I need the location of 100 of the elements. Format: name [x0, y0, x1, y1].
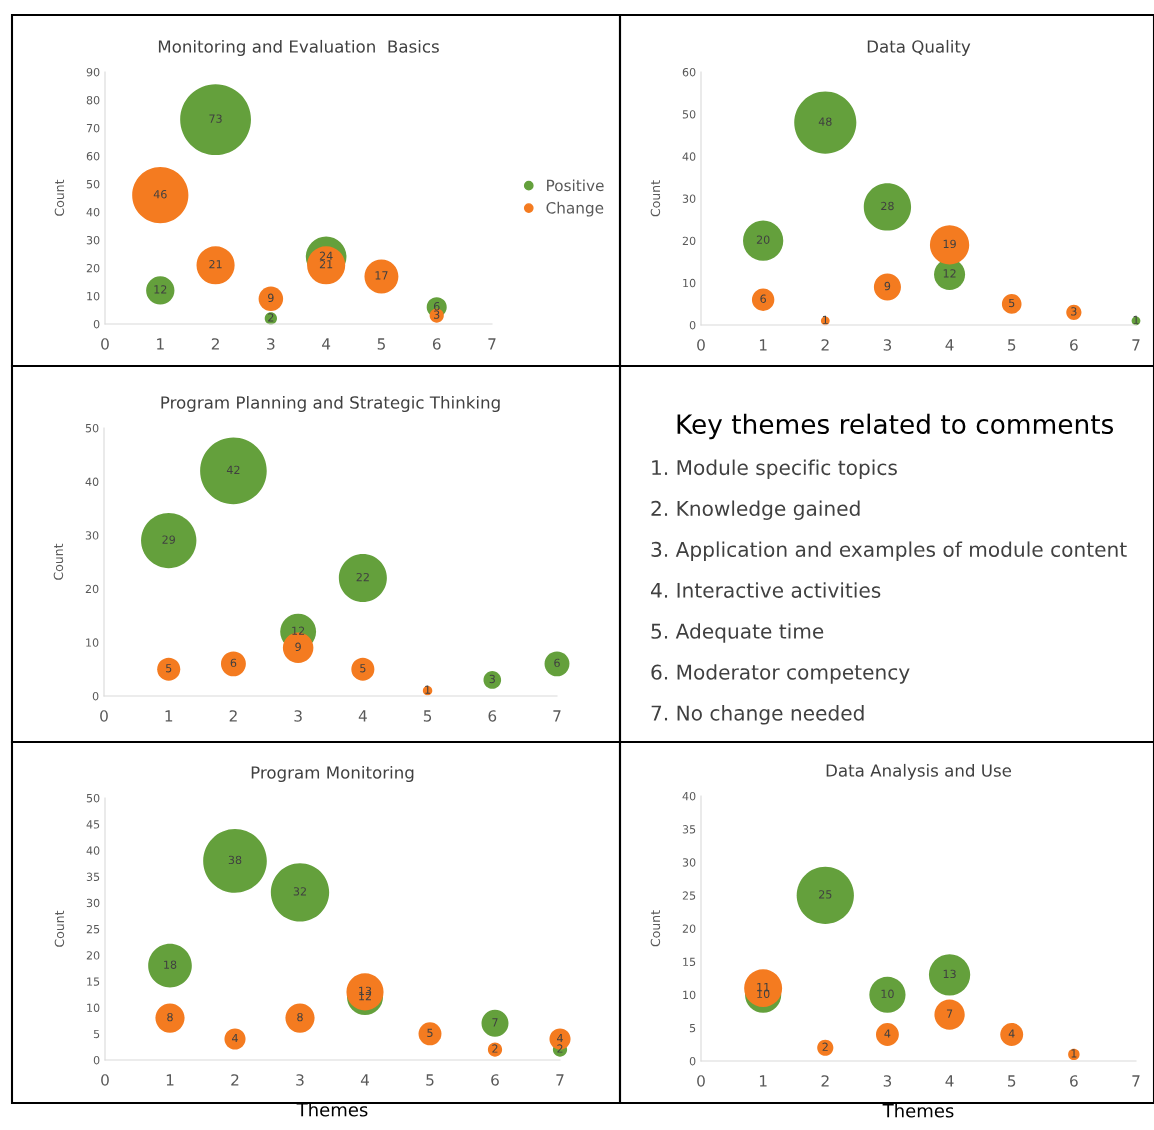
data-label: 20 [756, 235, 770, 244]
chart-title: Data Quality [867, 39, 971, 57]
text: 5. Adequate time [651, 623, 824, 643]
y-tick-label: 40 [682, 152, 696, 161]
x-axis-title: Themes [882, 1103, 954, 1118]
data-label: 3 [434, 310, 440, 319]
y-tick-label: 40 [86, 207, 100, 217]
data-label: 1 [1071, 1049, 1077, 1058]
y-tick-label: 5 [93, 1029, 100, 1039]
data-label: 18 [164, 960, 177, 969]
data-label: 4 [1008, 1029, 1015, 1038]
data-label: 9 [884, 281, 891, 291]
chart-title: Program Monitoring [251, 765, 414, 783]
x-tick-label: 3 [883, 1075, 892, 1087]
text: 6. Moderator competency [651, 664, 910, 684]
x-tick-label: 0 [101, 338, 109, 350]
x-tick-label: 7 [553, 710, 561, 722]
data-label: 38 [228, 855, 242, 865]
x-tick-label: 1 [157, 338, 164, 350]
y-tick-label: 20 [85, 584, 99, 594]
y-tick-label: 30 [86, 898, 100, 908]
x-tick-label: 6 [491, 1074, 499, 1086]
x-tick-label: 7 [1132, 339, 1140, 351]
y-tick-label: 45 [86, 820, 100, 829]
y-axis-title: Count [53, 543, 64, 580]
y-axis-title: Count [54, 910, 65, 947]
data-label: 2 [268, 313, 274, 322]
data-label: 4 [232, 1034, 238, 1043]
y-tick-label: 0 [93, 319, 100, 329]
chart-title: Program Planning and Strategic Thinking [161, 395, 500, 413]
y-tick-label: 60 [682, 67, 696, 77]
x-tick-label: 5 [377, 338, 385, 350]
y-tick-label: 80 [86, 95, 100, 105]
x-tick-label: 5 [423, 710, 432, 722]
y-tick-label: 10 [87, 1003, 100, 1012]
y-tick-label: 15 [683, 957, 696, 966]
x-axis-title: Themes [296, 1102, 368, 1117]
y-tick-label: 10 [683, 278, 696, 288]
data-label: 5 [360, 664, 366, 673]
data-label: 22 [356, 572, 369, 582]
data-label: 5 [166, 664, 172, 673]
data-label: 13 [943, 969, 956, 979]
data-label: 7 [946, 1009, 953, 1018]
y-tick-label: 50 [682, 110, 696, 119]
y-tick-label: 20 [682, 236, 696, 246]
x-tick-label: 7 [488, 338, 496, 350]
y-tick-label: 20 [682, 924, 696, 933]
y-tick-label: 90 [86, 67, 100, 77]
x-tick-label: 2 [231, 1074, 239, 1086]
x-tick-label: 3 [267, 338, 275, 350]
y-tick-label: 35 [86, 872, 100, 881]
y-tick-label: 15 [87, 977, 100, 986]
data-label: 19 [943, 239, 956, 249]
data-label: 5 [1009, 298, 1015, 308]
x-tick-label: 2 [229, 710, 237, 722]
data-label: 46 [153, 190, 167, 199]
data-label: 6 [554, 658, 560, 668]
y-axis-title: Count [54, 179, 65, 216]
y-tick-label: 0 [92, 691, 99, 701]
data-label: 12 [292, 626, 305, 635]
data-label: 12 [943, 269, 956, 278]
x-tick-label: 4 [945, 1075, 954, 1087]
x-tick-label: 5 [1008, 339, 1016, 351]
x-tick-label: 3 [294, 710, 302, 722]
x-tick-label: 0 [101, 1074, 109, 1086]
y-tick-label: 40 [85, 477, 99, 486]
data-label: 6 [433, 302, 440, 311]
data-label: 25 [819, 890, 832, 899]
data-label: 21 [209, 260, 222, 269]
data-label: 8 [167, 1012, 173, 1022]
x-tick-label: 3 [296, 1074, 304, 1086]
x-tick-label: 6 [1070, 339, 1078, 351]
y-axis-title: Count [650, 180, 661, 217]
text: 1. Module specific topics [652, 459, 897, 480]
x-tick-label: 2 [821, 339, 829, 351]
x-tick-label: 4 [360, 1074, 369, 1086]
x-tick-label: 2 [211, 338, 219, 350]
x-tick-label: 1 [166, 1074, 174, 1086]
data-label: 21 [319, 260, 333, 269]
text: 7. No change needed [651, 705, 864, 725]
data-label: 29 [162, 535, 175, 544]
data-label: 12 [154, 285, 167, 294]
y-tick-label: 60 [86, 151, 100, 161]
x-tick-label: 1 [759, 1075, 767, 1087]
y-tick-label: 25 [86, 924, 100, 934]
x-tick-label: 4 [322, 338, 331, 350]
text: 2. Knowledge gained [651, 500, 860, 520]
x-tick-label: 4 [945, 339, 954, 351]
x-tick-label: 0 [697, 1075, 705, 1087]
data-label: 73 [209, 114, 222, 123]
x-tick-label: 1 [759, 339, 767, 351]
x-tick-label: 6 [432, 338, 441, 350]
data-label: 2 [822, 1042, 828, 1051]
data-label: 6 [760, 294, 766, 303]
y-tick-label: 70 [86, 123, 100, 133]
y-tick-label: 30 [86, 235, 100, 245]
y-tick-label: 20 [86, 951, 100, 960]
y-tick-label: 40 [682, 791, 696, 801]
legend-label: Change [546, 201, 604, 217]
x-tick-label: 6 [488, 710, 497, 722]
